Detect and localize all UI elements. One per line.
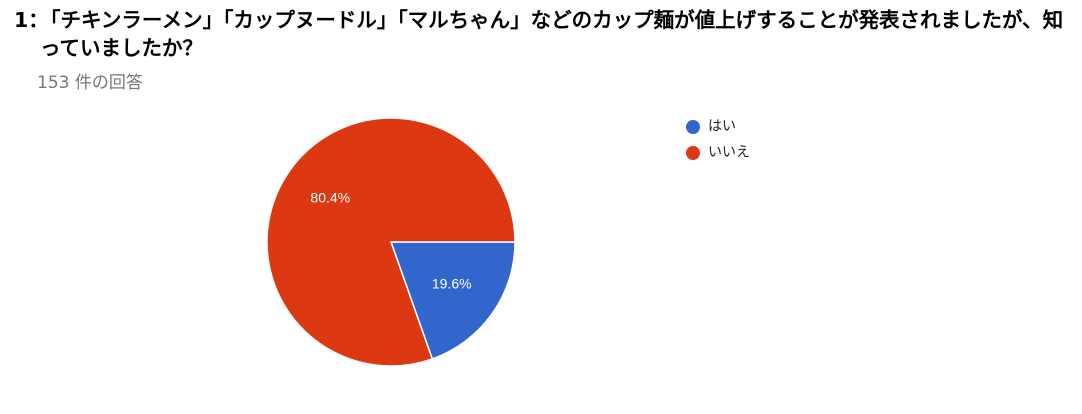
slice-label: 19.6%: [432, 276, 472, 292]
legend-marker: [686, 120, 700, 134]
question-header: 1： 「チキンラーメン」「カップヌードル」「マルちゃん」などのカップ麺が値上げす…: [14, 6, 1074, 62]
legend-marker: [686, 146, 700, 160]
legend-label: はい: [708, 118, 736, 134]
chart-title: 「チキンラーメン」「カップヌードル」「マルちゃん」などのカップ麺が値上げすること…: [40, 8, 1064, 60]
chart-subtitle: 153 件の回答: [37, 73, 143, 93]
legend-label: いいえ: [708, 144, 750, 160]
slice-label: 80.4%: [310, 190, 350, 206]
pie-slice: [266, 117, 516, 367]
